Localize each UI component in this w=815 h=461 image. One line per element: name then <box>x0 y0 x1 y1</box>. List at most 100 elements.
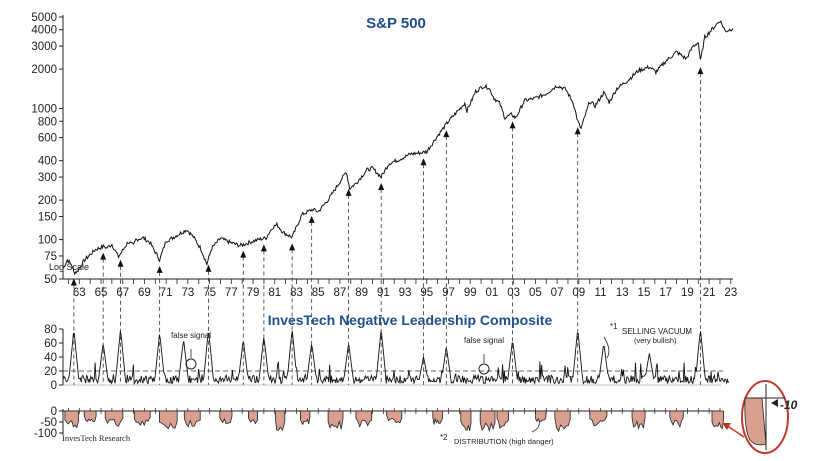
distribution-dip <box>589 410 608 427</box>
distribution-dip <box>432 410 443 425</box>
signal-arrow <box>117 259 124 267</box>
log-scale-label: Log Scale <box>49 262 89 272</box>
distribution-dip <box>386 410 403 424</box>
distribution-dip <box>460 410 472 431</box>
signal-arrow <box>378 183 385 191</box>
composite-line <box>62 331 729 386</box>
false-signal-circle-2 <box>478 363 490 375</box>
x-tick-label: 85 <box>312 287 325 299</box>
x-tick-label: 09 <box>572 287 585 299</box>
y-tick-label: 75 <box>44 251 57 263</box>
signal-arrow <box>308 215 315 223</box>
composite-axes: 0 20 40 60 80 <box>44 324 723 392</box>
y-tick-label: 60 <box>44 338 57 350</box>
x-tick-label: 65 <box>95 287 108 299</box>
y-tick-label: 1000 <box>31 104 57 116</box>
distribution-dip <box>183 410 201 428</box>
inset-value-label: -10 <box>780 398 798 412</box>
y-tick-label: 150 <box>38 211 57 223</box>
x-tick-label: 15 <box>638 287 651 299</box>
signal-arrow <box>420 158 427 166</box>
signal-arrow <box>205 264 212 272</box>
distribution-label: DISTRIBUTION (high danger) <box>454 437 554 446</box>
signal-arrow <box>574 127 581 135</box>
distribution-dip <box>496 410 510 430</box>
x-tick-label: 95 <box>420 287 433 299</box>
signal-arrow <box>240 250 247 258</box>
distribution-dip <box>479 410 496 433</box>
x-tick-label: 99 <box>464 287 477 299</box>
signal-arrow <box>289 243 296 251</box>
y-tick-label: 0 <box>51 406 57 418</box>
y-tick-label: 400 <box>38 156 57 168</box>
y-tick-label: 80 <box>44 324 57 336</box>
composite-title: InvesTech Negative Leadership Composite <box>268 312 553 328</box>
signal-arrow <box>70 278 77 286</box>
x-tick-label: 73 <box>181 287 194 299</box>
x-tick-label: 63 <box>73 287 86 299</box>
y-tick-label: 100 <box>38 235 57 247</box>
signal-arrow <box>509 121 516 129</box>
signal-arrow <box>100 252 107 260</box>
y-tick-label: 200 <box>38 195 57 207</box>
x-tick-label: 71 <box>160 287 173 299</box>
distribution-dip <box>535 410 547 423</box>
distribution-dip <box>711 410 724 430</box>
distribution-dip <box>554 410 571 433</box>
x-tick-label: 13 <box>616 287 629 299</box>
y-tick-label: -100 <box>34 428 57 440</box>
x-tick-label: 93 <box>399 287 412 299</box>
distribution-dip <box>355 410 373 428</box>
x-tick-label: 97 <box>442 287 455 299</box>
distribution-dip <box>275 410 286 432</box>
composite-series <box>62 331 729 386</box>
selling-vacuum-note: (very bullish) <box>634 336 677 345</box>
signal-arrow <box>156 265 163 273</box>
sp500-title: S&P 500 <box>366 15 426 32</box>
x-tick-label: 87 <box>334 287 347 299</box>
x-tick-label: 83 <box>290 287 303 299</box>
selling-vacuum-pointer <box>603 336 610 359</box>
sp500-line <box>62 20 734 276</box>
signal-arrow <box>345 188 352 196</box>
distribution-dip <box>299 410 311 426</box>
distribution-dip <box>133 410 151 426</box>
sp500-series <box>62 20 734 276</box>
distribution-dip <box>247 410 259 425</box>
y-tick-label: 0 <box>51 380 57 392</box>
x-tick-label: 05 <box>529 287 542 299</box>
y-tick-label: 800 <box>38 116 57 128</box>
y-tick-label: 40 <box>44 352 57 364</box>
distribution-dip <box>158 410 178 430</box>
distribution-dip <box>219 410 233 424</box>
x-tick-label: 23 <box>724 287 737 299</box>
x-tick-label: 21 <box>703 287 716 299</box>
y-tick-label: 300 <box>38 172 57 184</box>
y-tick-label: 5000 <box>31 12 57 24</box>
x-tick-label: 19 <box>681 287 694 299</box>
y-tick-label: -50 <box>40 417 57 429</box>
signal-arrow <box>697 67 704 75</box>
y-tick-label: 3000 <box>31 41 57 53</box>
signal-arrow <box>260 244 267 252</box>
distribution-dip <box>669 410 684 428</box>
x-tick-label: 01 <box>486 287 499 299</box>
y-tick-label: 600 <box>38 133 57 145</box>
x-tick-label: 07 <box>551 287 564 299</box>
y-tick-label: 4000 <box>31 25 57 37</box>
y-tick-label: 20 <box>44 366 57 378</box>
x-tick-label: 67 <box>116 287 129 299</box>
signal-lines <box>70 67 704 385</box>
y-tick-label: 50 <box>44 274 57 286</box>
x-tick-label: 75 <box>203 287 216 299</box>
footnote-marker-2: *2 <box>440 433 448 442</box>
x-tick-label: 91 <box>377 287 390 299</box>
false-signal-circle-1 <box>185 358 197 370</box>
false-signal-label-1: false signal <box>171 331 211 340</box>
distribution-dip <box>83 410 97 423</box>
x-tick-label: 89 <box>355 287 368 299</box>
x-tick-label: 17 <box>659 287 672 299</box>
x-tick-label: 81 <box>268 287 281 299</box>
footnote-marker-1: *1 <box>610 322 618 331</box>
